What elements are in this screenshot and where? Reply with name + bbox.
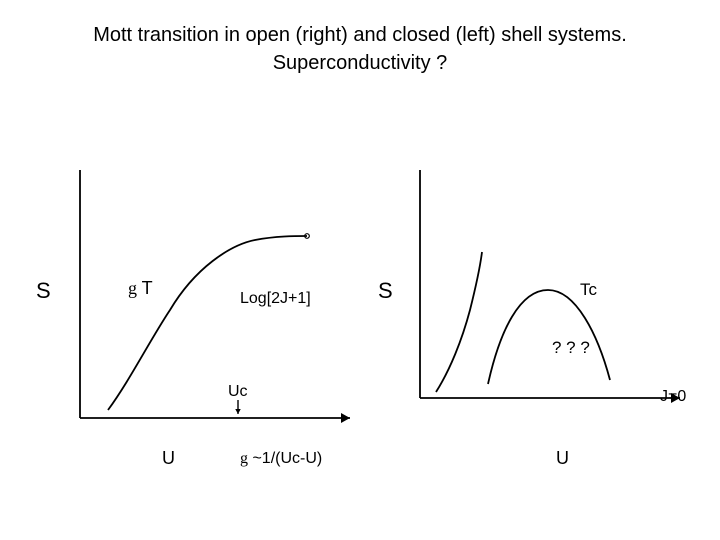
left-gamma-T: g T (128, 278, 153, 299)
left-log-label: Log[2J+1] (240, 290, 311, 308)
left-gamma-eq: g ~1/(Uc-U) (240, 450, 322, 468)
right-J0-label: J=0 (660, 388, 686, 406)
right-question: ? ? ? (552, 338, 590, 358)
left-y-label-S: S (36, 278, 51, 304)
left-Uc-label: Uc (228, 383, 248, 401)
right-Tc-label: Tc (580, 280, 597, 300)
right-x-label-U: U (556, 448, 569, 469)
diagram-canvas (0, 0, 720, 540)
right-y-label-S: S (378, 278, 393, 304)
left-x-label-U: U (162, 448, 175, 469)
